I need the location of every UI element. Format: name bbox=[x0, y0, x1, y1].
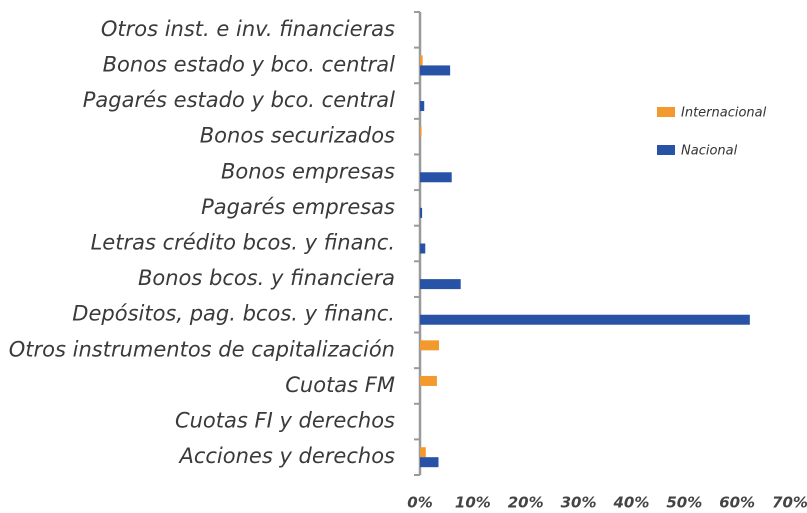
category-label: Depósitos, pag. bcos. y financ. bbox=[72, 302, 395, 326]
bar bbox=[420, 55, 423, 66]
bar bbox=[420, 340, 440, 351]
x-tick-label: 20% bbox=[508, 494, 544, 512]
category-label: Otros instrumentos de capitalización bbox=[9, 337, 395, 361]
category-label: Acciones y derechos bbox=[177, 444, 395, 468]
bar bbox=[420, 279, 461, 290]
x-tick-label: 40% bbox=[612, 494, 649, 512]
x-tick-label: 50% bbox=[666, 494, 702, 512]
legend-swatch bbox=[657, 145, 675, 155]
category-label: Bonos empresas bbox=[221, 159, 395, 183]
legend-swatch bbox=[657, 107, 675, 117]
bar bbox=[420, 447, 426, 458]
bar bbox=[420, 314, 750, 325]
bar bbox=[420, 207, 423, 218]
category-label: Pagarés estado y bco. central bbox=[83, 88, 395, 112]
bar bbox=[420, 126, 422, 137]
bar bbox=[420, 243, 426, 254]
category-label: Letras crédito bcos. y financ. bbox=[91, 231, 395, 255]
category-label: Bonos estado y bco. central bbox=[103, 52, 396, 76]
x-tick-label: 0% bbox=[407, 494, 432, 512]
category-label: Bonos bcos. y financiera bbox=[138, 266, 395, 290]
category-label: Cuotas FM bbox=[285, 373, 395, 397]
bar bbox=[420, 375, 437, 386]
bar bbox=[420, 172, 452, 183]
category-label: Otros inst. e inv. financieras bbox=[101, 17, 395, 41]
bar bbox=[420, 65, 451, 76]
category-label: Bonos securizados bbox=[200, 124, 395, 148]
bar bbox=[420, 457, 439, 468]
x-tick-label: 10% bbox=[455, 494, 491, 512]
legend-label: Internacional bbox=[681, 106, 767, 121]
category-label: Pagarés empresas bbox=[201, 195, 395, 219]
x-tick-label: 70% bbox=[772, 494, 807, 512]
legend-label: Nacional bbox=[681, 144, 738, 159]
x-tick-label: 60% bbox=[719, 494, 755, 512]
x-tick-label: 30% bbox=[561, 494, 597, 512]
bar bbox=[420, 101, 425, 112]
category-label: Cuotas FI y derechos bbox=[175, 409, 395, 433]
